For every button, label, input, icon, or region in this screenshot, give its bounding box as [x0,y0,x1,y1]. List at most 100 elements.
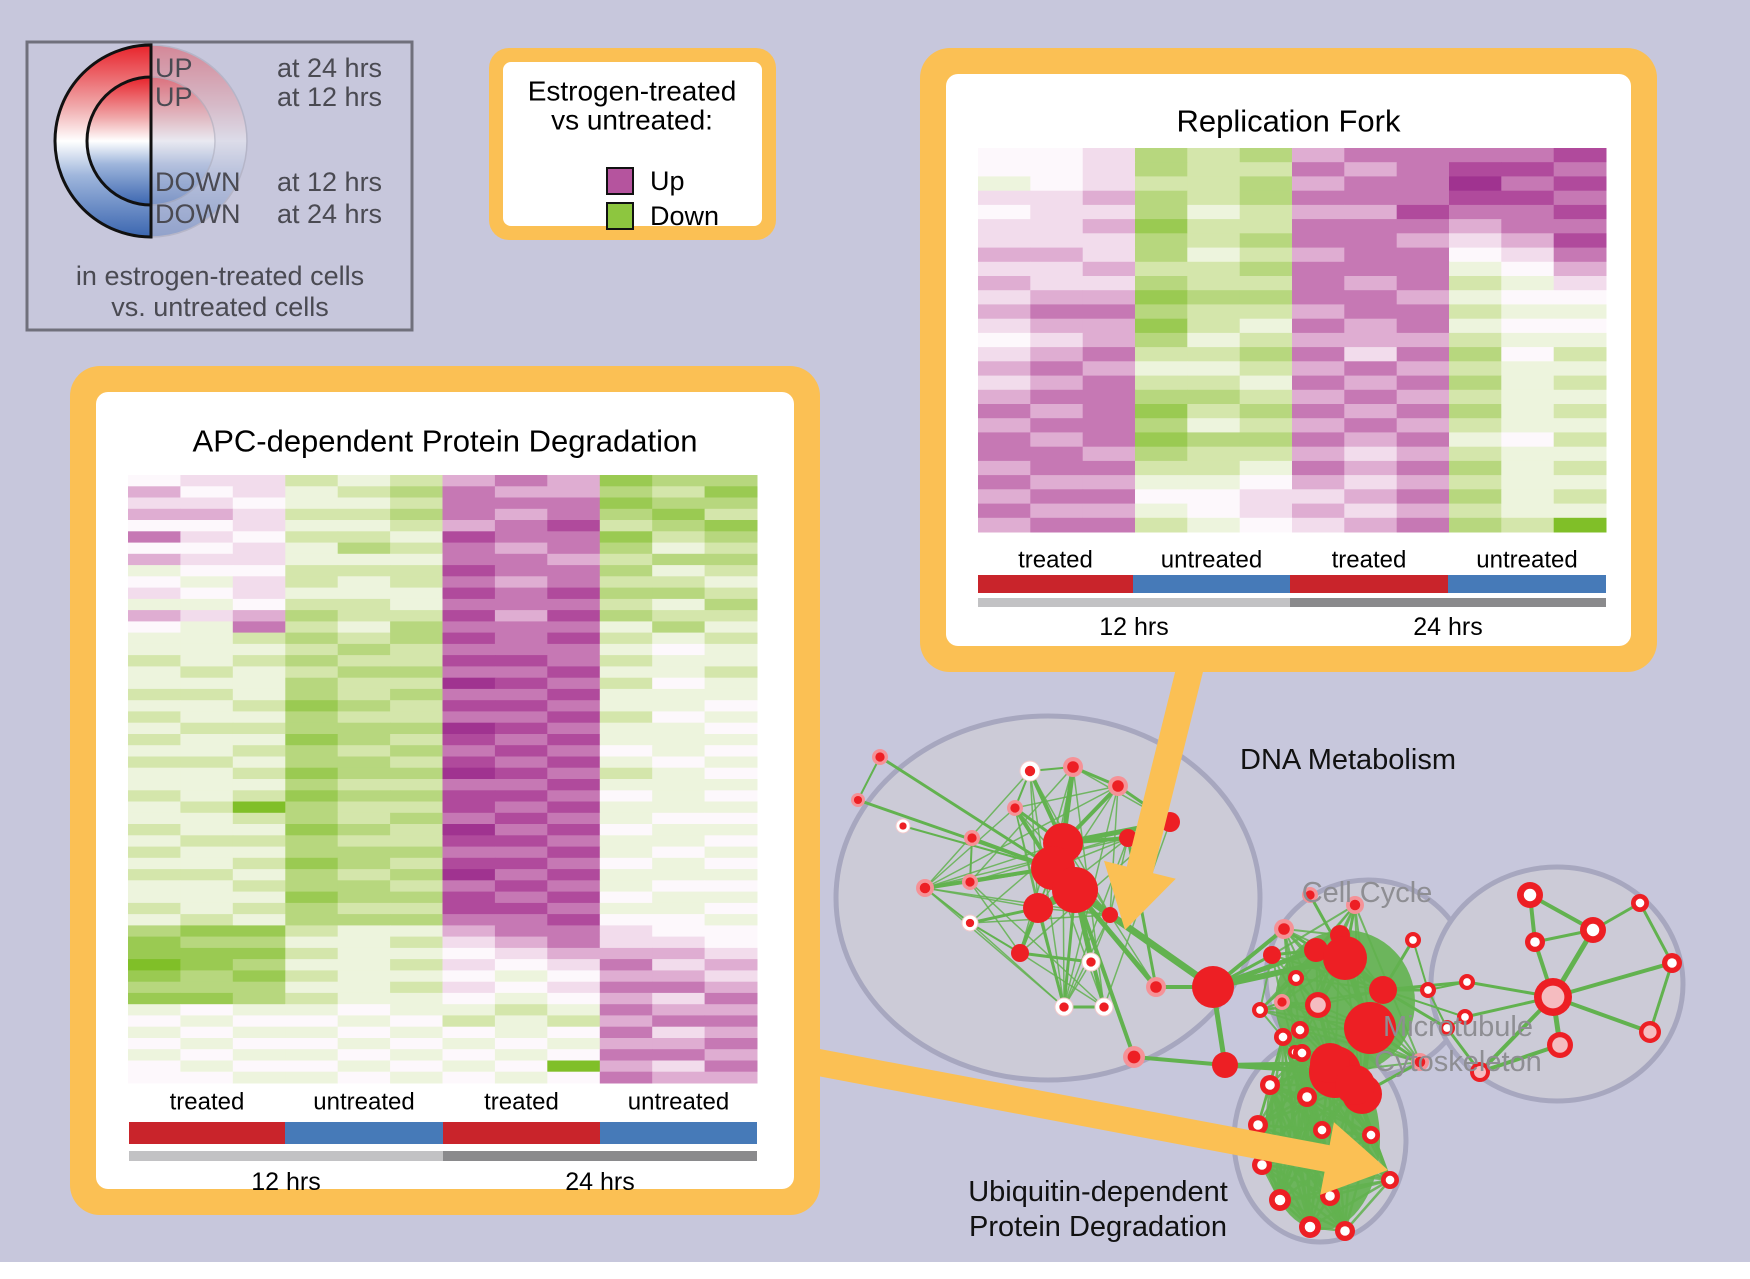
gene-set-node-halo-core [1112,780,1124,792]
apc-heatmap-cell [128,812,181,825]
apc-heatmap-cell [547,508,601,521]
apc-heatmap-cell [704,632,758,645]
apc-heatmap-cell [337,857,391,870]
apc-heatmap-cell [232,531,286,544]
apc-heatmap-cell [128,914,181,926]
ring-legend-direction-label: DOWN [155,167,240,197]
apc-heatmap-cell [652,610,706,622]
apc-heatmap-cell [547,779,601,791]
repfork-heatmap-cell [1082,233,1136,248]
apc-heatmap-cell [128,745,181,757]
apc-group-label: untreated [313,1089,414,1116]
repfork-heatmap-cell [1292,318,1345,334]
apc-heatmap-cell [180,869,234,881]
repfork-heatmap-cell [1292,347,1345,362]
ring-legend-time-label: at 24 hrs [277,199,382,229]
repfork-heatmap-cell [1553,276,1607,291]
apc-heatmap-cell [390,531,443,544]
apc-heatmap-cell [599,947,653,960]
apc-heatmap-cell [390,981,443,994]
repfork-heatmap-cell [1082,475,1136,490]
repfork-heatmap-cell [1344,204,1398,220]
repfork-heatmap-cell [1396,148,1450,163]
apc-heatmap-cell [128,565,181,577]
apc-heatmap-cell [652,722,706,735]
apc-heatmap-cell [547,475,601,487]
apc-heatmap-cell [285,1004,339,1016]
apc-heatmap-cell [337,869,391,881]
apc-heatmap-cell [337,756,391,769]
apc-heatmap-cell [599,880,653,893]
repfork-heatmap-cell [1344,332,1398,348]
network-edge [1382,989,1466,1018]
apc-heatmap-cell [337,846,391,859]
apc-heatmap-cell [442,598,496,611]
apc-heatmap-cell [285,655,339,667]
apc-heatmap-cell [390,914,443,926]
apc-heatmap-cell [704,1004,758,1016]
gene-set-node-ring-center [1424,986,1432,994]
apc-heatmap-cell [599,756,653,769]
apc-heatmap-cell [599,891,653,904]
ring-legend-time-label: at 12 hrs [277,167,382,197]
apc-heatmap-cell [232,756,286,769]
repfork-heatmap-cell [1082,404,1136,419]
apc-heatmap-cell [232,869,286,881]
apc-heatmap-cell [390,688,443,701]
apc-heatmap-cell [232,846,286,859]
repfork-heatmap-cell [1135,276,1188,291]
apc-heatmap-cell [599,779,653,791]
apc-heatmap-cell [180,598,234,611]
gene-set-node-solid [1212,1052,1238,1078]
repfork-heatmap-cell [1082,389,1136,405]
apc-heatmap-cell [285,857,339,870]
network-edge [969,922,1021,954]
apc-heatmap-cell [285,598,339,611]
repfork-heatmap-cell [1030,418,1084,433]
apc-heatmap-cell [442,880,496,893]
apc-heatmap-cell [337,1071,391,1084]
apc-heatmap-cell [390,666,443,679]
apc-heatmap-cell [232,1049,286,1061]
repfork-heatmap-cell [1553,475,1607,490]
ring-legend-time-label: at 12 hrs [277,82,382,112]
repfork-heatmap-cell [1292,503,1345,519]
apc-heatmap-cell [285,756,339,769]
repfork-heatmap-cell [1396,318,1450,334]
apc-heatmap-cell [232,1004,286,1016]
gene-set-node-ring-center [1278,1032,1288,1042]
apc-12hr-label: 12 hrs [251,1168,320,1196]
repfork-heatmap-cell [1449,347,1502,362]
apc-heatmap-cell [390,801,443,814]
apc-heatmap-cell [390,1049,443,1061]
repfork-heatmap-cell [1030,503,1084,519]
apc-heatmap-cell [494,711,548,724]
repfork-heatmap-cell [1501,304,1555,320]
apc-heatmap-cell [704,824,758,836]
apc-heatmap-cell [494,700,548,712]
apc-heatmap-cell [547,936,601,949]
repfork-heatmap-cell [1239,446,1293,462]
repfork-heatmap-cell [1030,219,1084,234]
apc-heatmap-cell [128,925,181,938]
apc-heatmap-cell [180,1015,234,1028]
apc-heatmap-cell [704,542,758,555]
apc-heatmap-cell [180,553,234,566]
ring-legend-time-label: at 24 hrs [277,53,382,83]
apc-heatmap-cell [652,497,706,510]
repfork-heatmap-cell [1187,233,1241,248]
repfork-heatmap-cell [1239,318,1293,334]
repfork-heatmap-cell [1501,475,1555,490]
apc-heatmap-cell [442,632,496,645]
apc-heatmap-cell [704,992,758,1005]
apc-heatmap-cell [337,700,391,712]
apc-heatmap-cell [337,891,391,904]
repfork-heatmap-cell [1501,332,1555,348]
repfork-heatmap-cell [978,389,1031,405]
repfork-heatmap-cell [1292,261,1345,277]
apc-heatmap-cell [547,531,601,544]
apc-heatmap-cell [390,812,443,825]
repfork-heatmap-cell [978,332,1031,348]
apc-heatmap-cell [704,475,758,487]
apc-heatmap-cell [285,1060,339,1073]
